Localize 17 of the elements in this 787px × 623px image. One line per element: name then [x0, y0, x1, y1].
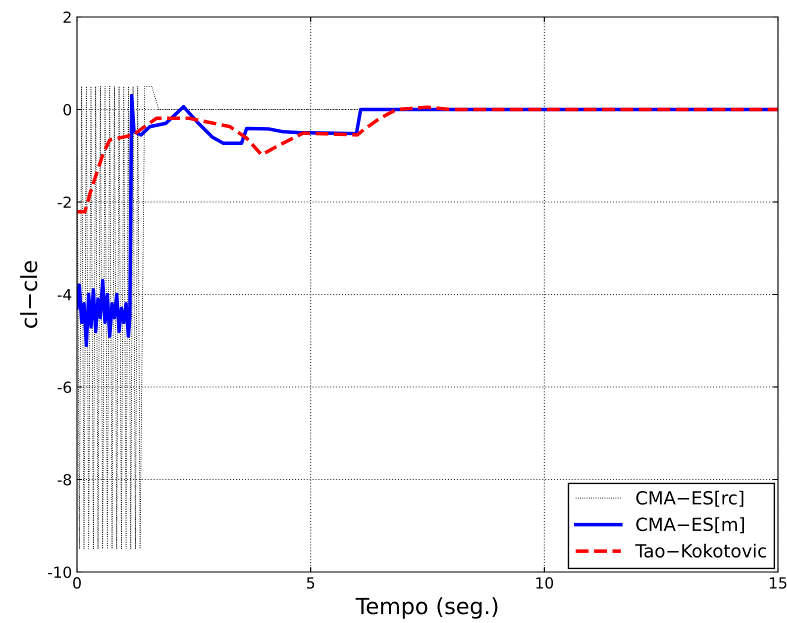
- y-tick-label: -8: [58, 474, 72, 486]
- x-tick-label: 0: [73, 577, 81, 589]
- x-axis-title: Tempo (seg.): [356, 597, 498, 619]
- y-axis-title: cl−cle: [20, 261, 38, 328]
- line-series: [77, 105, 778, 214]
- y-tick-label: -2: [58, 196, 71, 208]
- y-tick-label: -4: [58, 289, 72, 300]
- legend-label: CMA−ES[m]: [636, 517, 744, 534]
- y-tick-label: 0: [63, 104, 72, 116]
- legend-label: Tao−Kokotovic: [635, 544, 766, 558]
- legend-label: CMA−ES[rc]: [636, 490, 744, 507]
- y-tick-label: -10: [48, 566, 72, 578]
- x-tick-label: 15: [770, 577, 786, 589]
- x-tick-label: 10: [536, 577, 554, 589]
- y-tick-label: 2: [64, 11, 71, 23]
- x-tick-label: 5: [306, 577, 314, 589]
- y-tick-label: -6: [58, 381, 72, 394]
